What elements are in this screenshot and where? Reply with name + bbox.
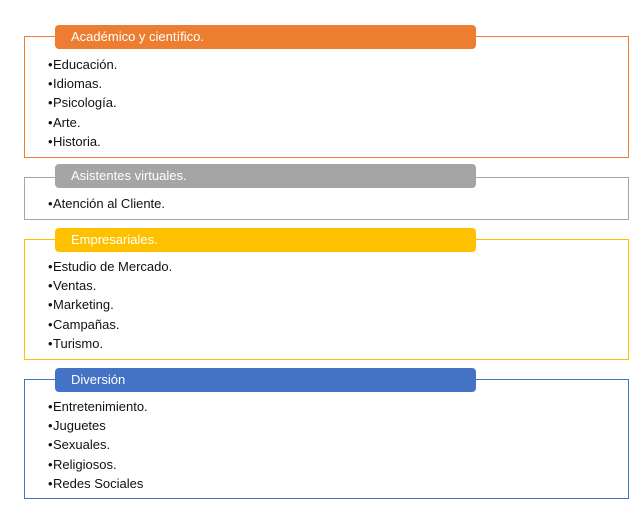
- list-item: •Educación.: [48, 57, 118, 72]
- category-list-diversion: •Entretenimiento. •Juguetes •Sexuales. •…: [48, 397, 148, 493]
- list-item: •Turismo.: [48, 335, 104, 351]
- list-item: •Psicología.: [48, 95, 117, 111]
- list-item: •Ventas.: [48, 278, 97, 294]
- category-box-academico: [24, 36, 629, 158]
- list-item: •Marketing.: [48, 297, 114, 313]
- list-item: •Religiosos.: [48, 456, 117, 472]
- list-item: •Historia.: [48, 133, 101, 149]
- category-list-empresariales: •Estudio de Mercado. •Ventas. •Marketing…: [48, 257, 172, 353]
- list-item: •Campañas.: [48, 316, 120, 332]
- category-box-empresariales: [24, 239, 629, 360]
- category-list-asistentes: •Atención al Cliente.: [48, 194, 165, 213]
- list-item: •Juguetes: [48, 418, 106, 434]
- category-header-empresariales: Empresariales.: [55, 228, 476, 252]
- category-header-diversion: Diversión: [55, 368, 476, 392]
- category-header-academico: Académico y científico.: [55, 25, 476, 49]
- category-box-diversion: [24, 379, 629, 499]
- category-list-academico: •Educación. •Idiomas. •Psicología. •Arte…: [48, 55, 117, 151]
- list-item: •Arte.: [48, 114, 81, 130]
- list-item: •Redes Sociales: [48, 475, 144, 491]
- list-item: •Sexuales.: [48, 437, 111, 453]
- category-header-asistentes: Asistentes virtuales.: [55, 164, 476, 188]
- list-item: •Entretenimiento.: [48, 399, 148, 414]
- list-item: •Atención al Cliente.: [48, 196, 166, 211]
- list-item: •Estudio de Mercado.: [48, 259, 173, 274]
- list-item: •Idiomas.: [48, 76, 103, 92]
